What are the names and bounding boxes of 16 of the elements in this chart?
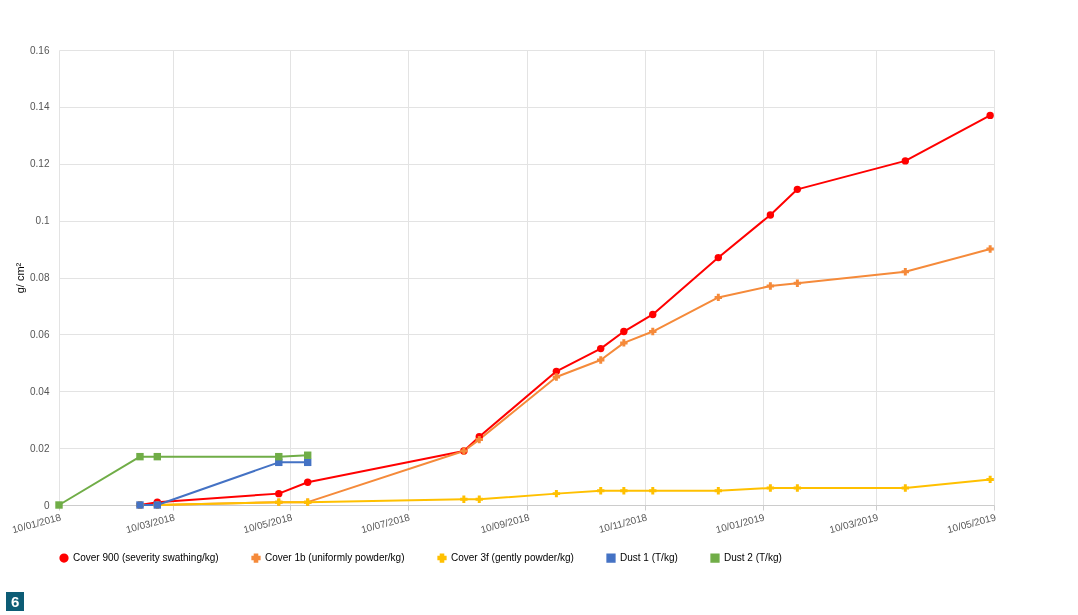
y-tick-label: 0 <box>43 499 50 511</box>
y-tick-label: 0.06 <box>30 328 50 340</box>
y-tick-label: 0.04 <box>30 385 50 397</box>
y-tick-label: 0.16 <box>30 44 50 56</box>
text: 6 <box>6 592 25 611</box>
legend-label: Dust 1 (T/kg) <box>620 552 678 564</box>
y-axis-title: g/ cm² <box>14 262 27 294</box>
y-tick-label: 0.1 <box>35 215 50 227</box>
y-tick-label: 0.12 <box>30 158 50 170</box>
y-tick-label: 0.14 <box>30 101 50 113</box>
y-tick-label: 0.08 <box>30 272 50 283</box>
y-tick-label: 0.02 <box>30 442 50 454</box>
legend-label: Dust 2 (T/kg) <box>724 552 782 564</box>
legend-label: Cover 3f (gently powder/kg) <box>451 552 574 564</box>
legend-label: Cover 900 (severity swathing/kg) <box>73 552 219 564</box>
legend-label: Cover 1b (uniformly powder/kg) <box>265 552 405 564</box>
